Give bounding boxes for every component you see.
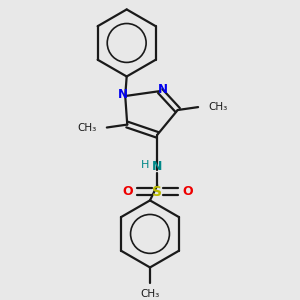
Text: O: O [182,185,193,198]
Text: S: S [152,184,162,199]
Text: N: N [152,160,163,173]
Text: N: N [118,88,128,101]
Text: O: O [122,185,133,198]
Text: CH₃: CH₃ [140,289,160,299]
Text: CH₃: CH₃ [77,122,97,133]
Text: H: H [141,160,149,170]
Text: N: N [158,83,167,96]
Text: CH₃: CH₃ [208,102,228,112]
